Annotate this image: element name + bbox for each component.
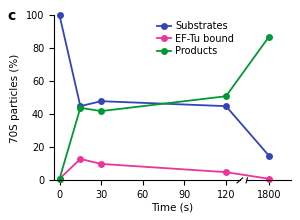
Products [224, 95, 228, 97]
Legend: Substrates, EF-Tu bound, Products: Substrates, EF-Tu bound, Products [156, 20, 235, 57]
Text: Time (s): Time (s) [152, 202, 194, 212]
Line: Products: Products [56, 93, 230, 182]
Line: Substrates: Substrates [56, 12, 230, 110]
Substrates [79, 105, 82, 107]
Text: c: c [8, 9, 16, 23]
EF-Tu bound [99, 163, 103, 165]
Substrates [99, 100, 103, 103]
Line: EF-Tu bound: EF-Tu bound [56, 156, 230, 182]
EF-Tu bound [79, 158, 82, 160]
Products [99, 110, 103, 112]
EF-Tu bound [224, 171, 228, 173]
Products [58, 177, 61, 180]
Substrates [224, 105, 228, 107]
Substrates [58, 14, 61, 17]
Y-axis label: 70S particles (%): 70S particles (%) [10, 53, 20, 143]
Products [79, 106, 82, 109]
EF-Tu bound [58, 177, 61, 180]
